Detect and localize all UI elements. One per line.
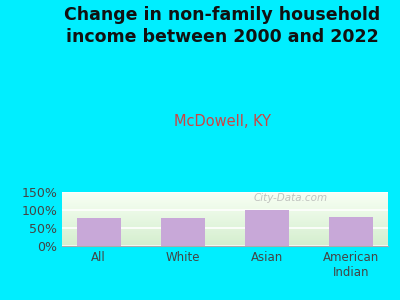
- Text: Change in non-family household
income between 2000 and 2022: Change in non-family household income be…: [64, 6, 380, 46]
- Bar: [62, 235, 388, 236]
- Bar: [62, 203, 388, 204]
- Bar: [62, 196, 388, 197]
- Bar: [62, 197, 388, 198]
- Bar: [62, 208, 388, 209]
- Bar: [62, 207, 388, 208]
- Bar: [62, 241, 388, 242]
- Bar: [62, 233, 388, 234]
- Bar: [62, 219, 388, 220]
- Bar: [62, 227, 388, 228]
- Bar: [62, 214, 388, 215]
- Bar: [62, 217, 388, 218]
- Bar: [62, 245, 388, 246]
- Bar: [62, 202, 388, 203]
- Bar: [62, 220, 388, 221]
- Bar: [62, 230, 388, 231]
- Bar: [62, 210, 388, 211]
- Bar: [62, 194, 388, 195]
- Bar: [330, 217, 373, 246]
- Bar: [62, 223, 388, 224]
- Bar: [62, 204, 388, 205]
- Bar: [62, 216, 388, 217]
- Bar: [62, 209, 388, 210]
- Text: McDowell, KY: McDowell, KY: [174, 114, 270, 129]
- Bar: [62, 236, 388, 237]
- Bar: [62, 213, 388, 214]
- Bar: [62, 201, 388, 202]
- Bar: [77, 218, 120, 246]
- Bar: [62, 224, 388, 225]
- Bar: [62, 195, 388, 196]
- Bar: [62, 215, 388, 216]
- Bar: [62, 237, 388, 238]
- Bar: [62, 239, 388, 240]
- Bar: [161, 218, 205, 246]
- Text: City-Data.com: City-Data.com: [253, 194, 327, 203]
- Bar: [62, 244, 388, 245]
- Bar: [62, 200, 388, 201]
- Bar: [62, 231, 388, 232]
- Bar: [62, 206, 388, 207]
- Bar: [62, 243, 388, 244]
- Bar: [62, 242, 388, 243]
- Bar: [62, 205, 388, 206]
- Bar: [62, 222, 388, 223]
- Bar: [62, 228, 388, 229]
- Bar: [62, 234, 388, 235]
- Bar: [62, 212, 388, 213]
- Bar: [62, 229, 388, 230]
- Bar: [62, 238, 388, 239]
- Bar: [62, 198, 388, 199]
- Bar: [245, 210, 289, 246]
- Bar: [62, 192, 388, 193]
- Bar: [62, 225, 388, 226]
- Bar: [62, 226, 388, 227]
- Bar: [62, 218, 388, 219]
- Bar: [62, 193, 388, 194]
- Bar: [62, 240, 388, 241]
- Bar: [62, 221, 388, 222]
- Bar: [62, 232, 388, 233]
- Bar: [62, 199, 388, 200]
